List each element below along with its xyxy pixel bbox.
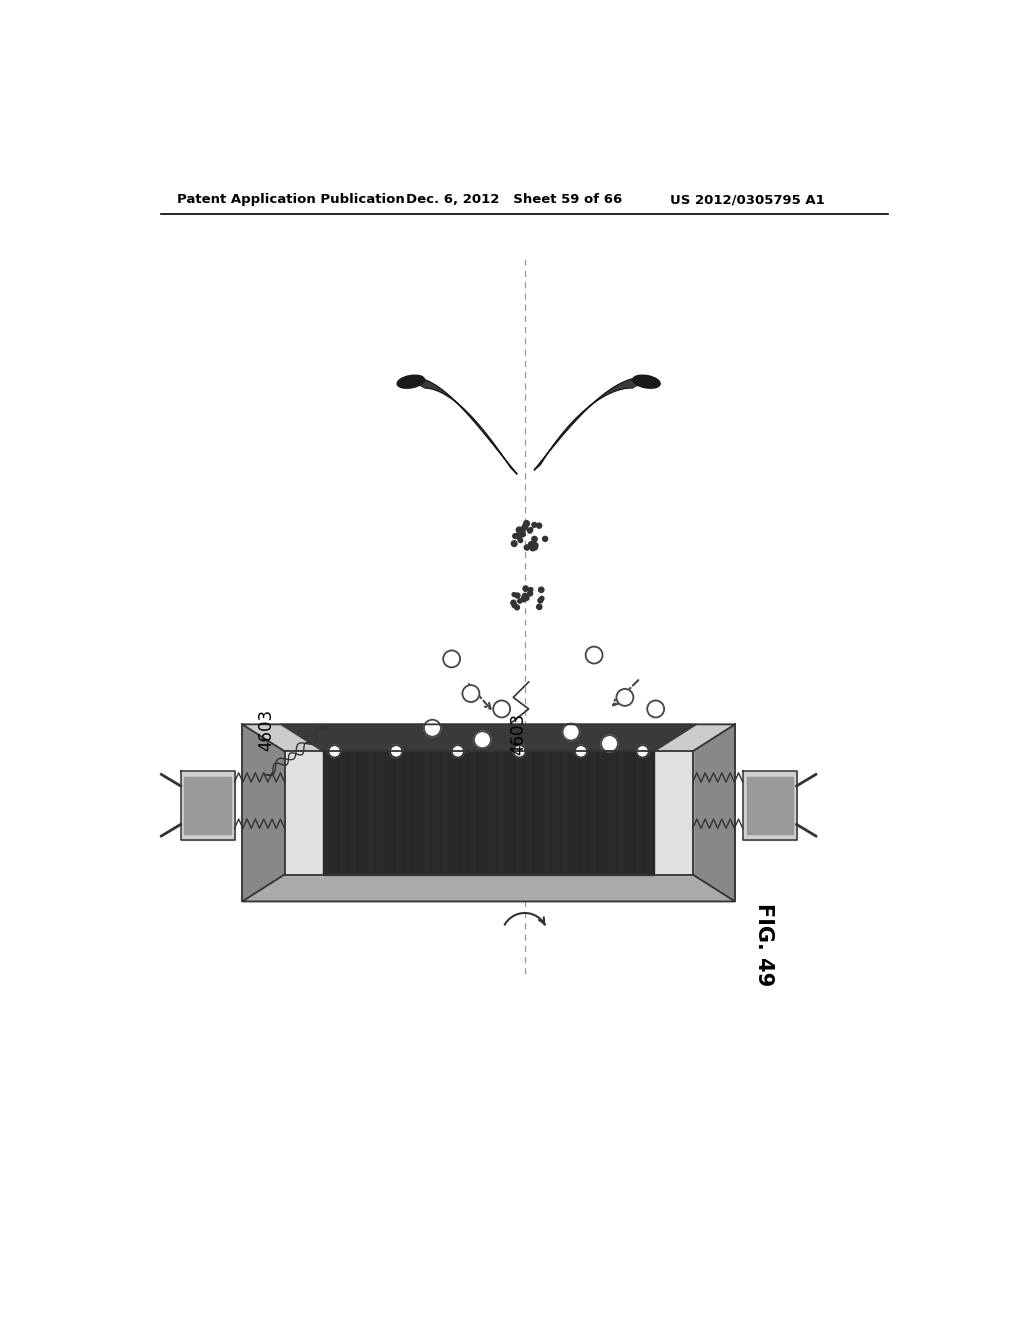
Circle shape xyxy=(562,723,580,741)
Polygon shape xyxy=(692,725,735,902)
Circle shape xyxy=(519,528,524,533)
Polygon shape xyxy=(285,751,692,874)
Circle shape xyxy=(521,597,526,602)
Circle shape xyxy=(527,528,532,533)
Circle shape xyxy=(532,545,538,550)
Circle shape xyxy=(647,701,665,718)
Polygon shape xyxy=(243,725,285,902)
Circle shape xyxy=(527,591,532,595)
Circle shape xyxy=(529,528,532,532)
Circle shape xyxy=(518,539,522,543)
Circle shape xyxy=(540,597,544,601)
Circle shape xyxy=(452,744,464,758)
Circle shape xyxy=(524,595,529,601)
Polygon shape xyxy=(180,771,234,840)
Circle shape xyxy=(511,541,517,546)
Polygon shape xyxy=(535,378,652,470)
Text: Patent Application Publication: Patent Application Publication xyxy=(177,193,404,206)
Circle shape xyxy=(530,545,536,550)
Circle shape xyxy=(537,523,542,528)
Circle shape xyxy=(528,587,532,591)
Polygon shape xyxy=(746,776,793,834)
Circle shape xyxy=(443,651,460,668)
Polygon shape xyxy=(243,874,735,902)
Circle shape xyxy=(512,593,516,597)
Text: Dec. 6, 2012   Sheet 59 of 66: Dec. 6, 2012 Sheet 59 of 66 xyxy=(407,193,623,206)
Circle shape xyxy=(517,532,521,536)
Circle shape xyxy=(601,735,617,752)
Circle shape xyxy=(531,523,537,527)
Polygon shape xyxy=(184,776,230,834)
Ellipse shape xyxy=(397,375,425,388)
Circle shape xyxy=(329,744,341,758)
Circle shape xyxy=(463,685,479,702)
Circle shape xyxy=(424,719,441,737)
Polygon shape xyxy=(406,378,517,474)
Circle shape xyxy=(539,587,544,593)
Polygon shape xyxy=(281,725,696,751)
Circle shape xyxy=(524,545,529,550)
Circle shape xyxy=(517,536,521,540)
Circle shape xyxy=(586,647,602,664)
Circle shape xyxy=(512,603,517,607)
Circle shape xyxy=(516,527,522,533)
Circle shape xyxy=(528,543,534,548)
Polygon shape xyxy=(323,751,654,874)
Circle shape xyxy=(515,605,519,610)
Circle shape xyxy=(637,744,649,758)
Circle shape xyxy=(511,601,516,606)
Circle shape xyxy=(521,595,526,601)
Circle shape xyxy=(532,543,538,548)
Circle shape xyxy=(528,541,534,546)
Circle shape xyxy=(539,599,542,603)
Polygon shape xyxy=(243,725,735,751)
Circle shape xyxy=(515,593,520,598)
Text: 4603: 4603 xyxy=(258,709,275,751)
Circle shape xyxy=(390,744,402,758)
Circle shape xyxy=(537,605,542,610)
Circle shape xyxy=(522,593,527,598)
Text: US 2012/0305795 A1: US 2012/0305795 A1 xyxy=(670,193,824,206)
Circle shape xyxy=(523,520,529,527)
Circle shape xyxy=(523,586,528,591)
Circle shape xyxy=(474,731,490,748)
Circle shape xyxy=(543,536,548,541)
Ellipse shape xyxy=(633,375,660,388)
Circle shape xyxy=(539,598,543,603)
Circle shape xyxy=(574,744,587,758)
Circle shape xyxy=(518,599,522,603)
Text: 4603: 4603 xyxy=(509,713,527,755)
Circle shape xyxy=(513,744,525,758)
Circle shape xyxy=(494,701,510,718)
Polygon shape xyxy=(742,771,797,840)
Circle shape xyxy=(513,533,518,539)
Circle shape xyxy=(616,689,634,706)
Circle shape xyxy=(531,536,538,541)
Circle shape xyxy=(522,524,527,529)
Text: FIG. 49: FIG. 49 xyxy=(755,903,774,986)
Circle shape xyxy=(520,532,525,537)
